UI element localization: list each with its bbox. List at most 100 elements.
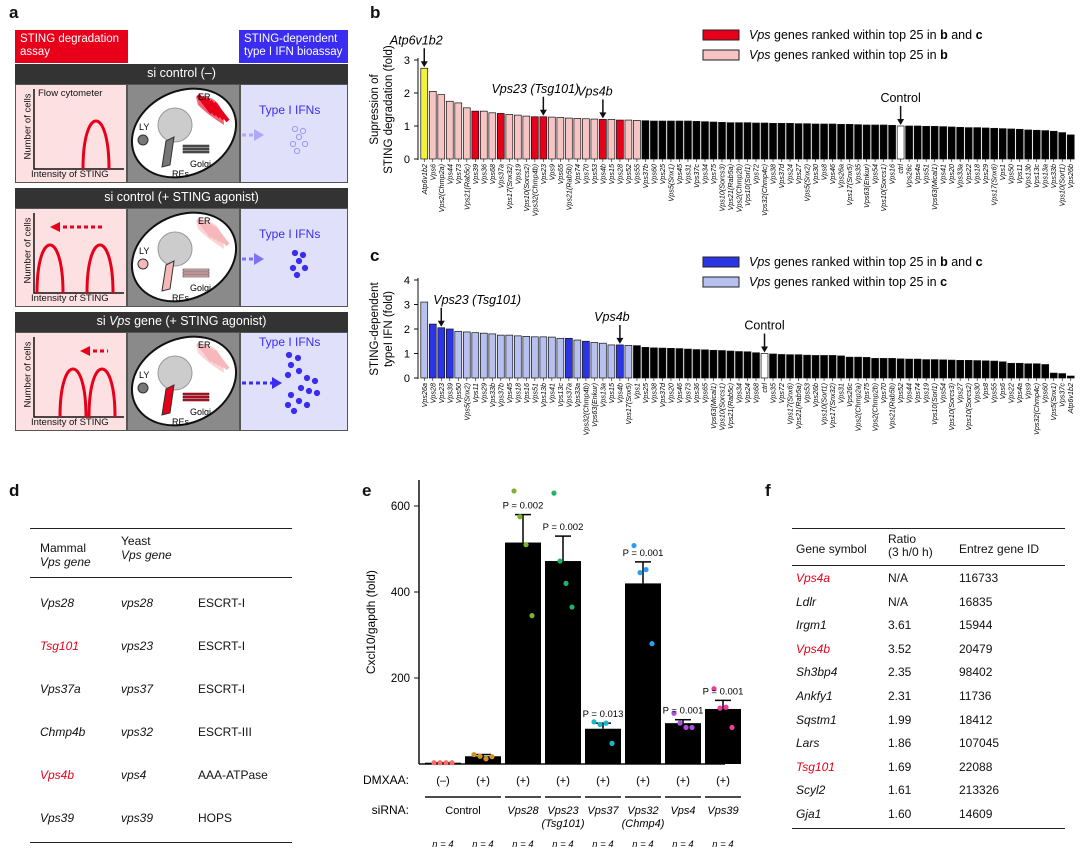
x-tick-label: Vps17(Snx5): [845, 164, 854, 206]
x-tick-label: Vps8: [981, 383, 990, 399]
complex-name: ESCRT-I: [198, 596, 246, 610]
x-tick-label: Vps46: [828, 164, 837, 184]
ifn-dot: [301, 140, 309, 148]
sirna-name: Vps4: [670, 805, 695, 817]
legend-mid: and: [948, 255, 976, 269]
legend-italic: Vps: [749, 255, 771, 269]
annotation-label: Vps23 (Tsg101): [491, 82, 579, 96]
complex-name: HOPS: [198, 811, 233, 825]
lysosome: [137, 382, 149, 394]
row-title: si Vps gene (+ STING agonist): [15, 312, 348, 332]
legend-entry: Vps genes ranked within top 25 in b and …: [749, 255, 983, 269]
type-i-ifns-label: Type I IFNs: [259, 103, 321, 117]
ifn-dot: [289, 140, 297, 148]
ratio: 3.61: [888, 618, 912, 633]
bar-vps9: [1024, 363, 1033, 379]
y-tick-label: 0: [404, 373, 410, 385]
x-tick-label: Vps29: [981, 164, 990, 184]
legend-text: genes ranked within top 25 in: [771, 48, 941, 62]
data-point: [557, 558, 563, 564]
x-tick-label: Vps60: [1041, 383, 1050, 403]
x-tick-label: Vps23: [539, 164, 548, 184]
x-tick-label: Vps17(Snx6): [786, 383, 795, 425]
p-value: P = 0.002: [543, 522, 584, 533]
data-point: [529, 613, 535, 619]
gene-symbol: Ankfy1: [796, 688, 833, 703]
x-tick-label: Vps60: [649, 164, 658, 184]
bar-vps63-enkur-: [590, 342, 599, 379]
ifn-dot: [295, 367, 303, 375]
bar-vps37a: [497, 113, 505, 160]
arrow-down-icon: [897, 119, 905, 125]
bar-vps52: [896, 358, 905, 379]
bar-vps37c: [692, 121, 701, 160]
table-row: Vps28 vps28 ESCRT-I: [30, 578, 292, 621]
n-label: n = 4: [432, 839, 453, 850]
bar-vps60: [650, 120, 658, 160]
dmxaa-value: (+): [556, 775, 570, 787]
annotation-label: Control: [744, 319, 784, 333]
bar-vps72: [777, 354, 786, 379]
legend-text: genes ranked within top 25 in: [771, 28, 941, 42]
ifn-dot: [303, 374, 311, 382]
bar-vps45: [505, 334, 514, 379]
bar-vps54: [871, 124, 879, 160]
y-axis-label: Supression of STING degradation (fold): [369, 45, 395, 174]
lysosome: [137, 134, 149, 146]
histogram-peak: [87, 367, 117, 418]
x-tick-label: Vps55: [990, 382, 999, 403]
bar-vps1: [998, 128, 1007, 160]
ifn-panel: Type I IFNs: [240, 332, 348, 431]
bar-vps55: [633, 120, 641, 160]
x-tick-label: Vps17(Snx6): [990, 164, 999, 206]
x-tick-label: Vps72: [752, 164, 761, 184]
x-tick-label: Vps35: [854, 163, 863, 184]
bar-atp6v1b2: [1066, 375, 1075, 379]
bar-vps5-snx2-: [803, 123, 811, 160]
x-tick-label: Vps38: [769, 164, 778, 184]
gene-symbol: Gja1: [796, 806, 822, 821]
sirna-name: Vps39: [707, 805, 738, 817]
x-tick-label: Vps2(Chmp2a): [437, 164, 446, 212]
cell-diagram: ER LY Golgi REs: [127, 332, 240, 431]
x-tick-label: Vps17(Snx5): [624, 383, 633, 425]
bar-vps26c: [845, 356, 854, 379]
x-tick-label: Vps45: [505, 382, 514, 403]
sirna-row-label: siRNA:: [372, 803, 409, 817]
bar-vps37d: [658, 347, 667, 379]
table-f-bottom-rule: [792, 827, 1065, 829]
legend-bold: c: [940, 275, 947, 289]
x-tick-label: Vps21(Rab5c): [462, 164, 471, 210]
legend-swatch: [702, 29, 740, 41]
x-tick-label: Vps65: [556, 163, 565, 184]
data-point: [551, 490, 557, 496]
ifn-dot: [299, 251, 307, 259]
x-tick-label: Vps4b: [598, 164, 607, 184]
data-point: [431, 760, 437, 766]
arrow-down-icon: [539, 109, 547, 116]
x-tick-label: Vps27: [794, 163, 803, 184]
data-point: [677, 720, 683, 726]
legend-italic: Vps: [749, 48, 771, 62]
bar-vps68: [488, 112, 497, 160]
bar-vps24: [743, 351, 752, 379]
x-tick-label: Vps35: [769, 382, 778, 403]
bar-ctrl: [896, 125, 905, 160]
x-tick-label: Vps21(Rab5a): [726, 164, 735, 210]
bar-vps4a: [913, 125, 922, 160]
bar-vps21-rab5a-: [794, 354, 803, 379]
table-row: Irgm1 3.61 15944: [792, 613, 1065, 637]
bar-vps17-snx32-: [828, 355, 837, 379]
bar-vps53: [803, 354, 811, 379]
bar: [585, 728, 621, 764]
x-tick-label: Vps13b: [539, 383, 548, 407]
entrez-id: 98402: [959, 665, 993, 680]
ifn-dot: [297, 384, 305, 392]
er-region: [196, 96, 224, 125]
x-tick-label: Vps39: [471, 164, 480, 184]
bar-vps30: [811, 123, 820, 160]
ifn-dot: [284, 371, 292, 379]
legend-swatch: [702, 256, 740, 268]
